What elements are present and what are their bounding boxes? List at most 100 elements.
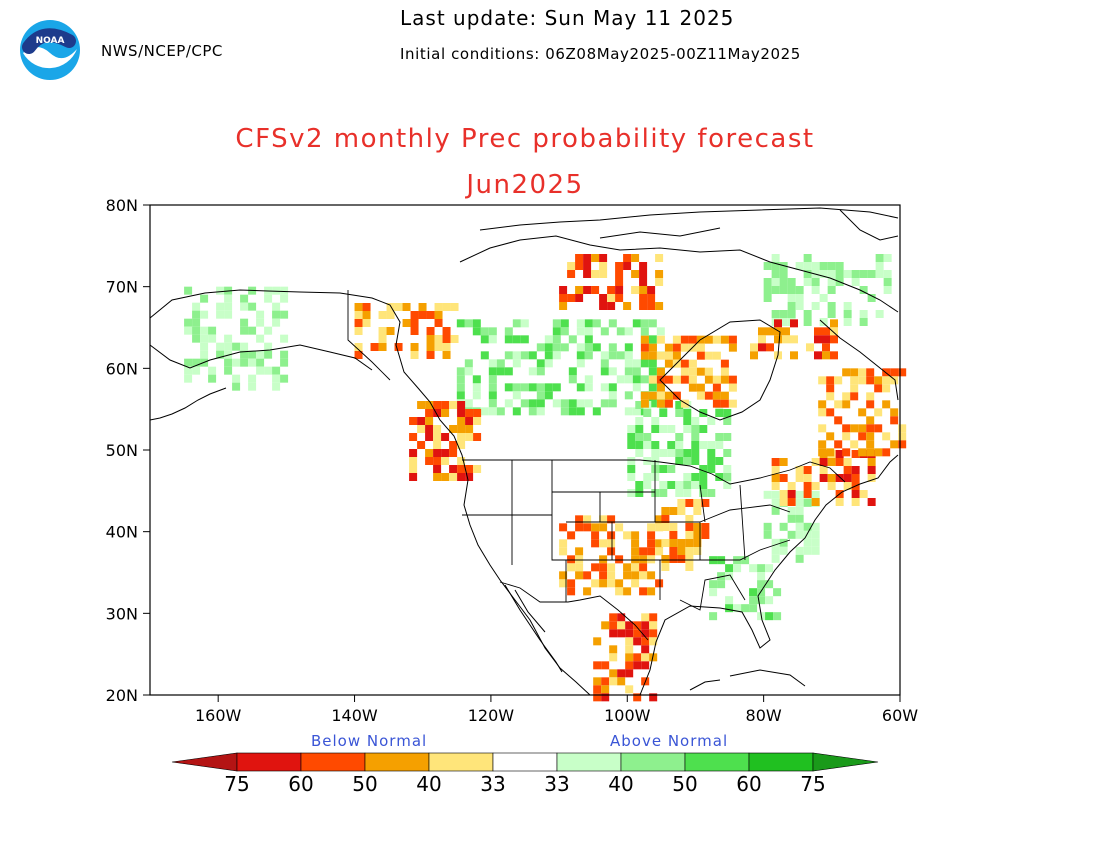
field-cell-below [639,294,648,302]
field-cell-above [787,286,796,294]
field-cell-below [575,547,584,556]
colorbar-segment [236,752,302,772]
field-cell-above [757,572,766,581]
field-cell-below [601,621,610,630]
field-cell-above [256,358,265,367]
field-cell-below [704,335,713,344]
field-cell-below [417,417,426,425]
field-cell-below [890,440,899,449]
field-cell-below [449,441,458,449]
field-cell-above [803,538,812,547]
field-cell-above [811,278,820,286]
field-cell-below [712,335,721,344]
field-cell-below [378,327,387,335]
field-cell-above [811,262,820,270]
field-cell-below [599,294,608,302]
field-cell-above [717,572,726,581]
alaska-canada-border [347,290,391,381]
field-cell-below [623,571,632,580]
field-cell-above [584,399,593,408]
field-cell-below [449,473,458,481]
field-cell-above [707,449,716,457]
field-cell-below [559,547,568,556]
field-cell-above [795,530,804,539]
field-cell-below [898,424,907,433]
field-cell-below [647,294,656,302]
field-cell-below [655,515,664,524]
field-cell-above [504,383,513,392]
field-cell-below [641,645,650,654]
field-cell-above [771,310,780,318]
field-cell-below [441,401,450,409]
field-cell-below [787,490,796,498]
field-cell-below [607,531,616,540]
field-cell-above [803,530,812,539]
field-cell-below [601,685,610,694]
field-cell-below [354,327,363,335]
field-cell-below [843,474,852,482]
field-cell-above [456,383,465,392]
field-cell-above [488,359,497,368]
field-cell-below [811,498,820,506]
field-cell-below [720,391,729,400]
field-cell-below [874,408,883,417]
field-cell-above [464,319,473,328]
field-cell-below [693,539,702,547]
field-cell-below [704,375,713,384]
field-cell-above [624,407,633,416]
field-cell-below [623,587,632,596]
field-cell-above [691,441,700,449]
field-cell-above [765,580,774,589]
field-cell-below [649,693,658,702]
field-cell-below [818,448,827,457]
field-cell-below [575,294,584,302]
field-cell-above [811,286,820,294]
field-cell-below [664,359,673,368]
field-cell-below [685,523,694,531]
field-cell-above [608,383,617,392]
field-cell-below [779,490,788,498]
field-cell-above [192,310,201,319]
field-cell-above [667,441,676,449]
field-cell-above [272,374,281,383]
field-cell-above [584,383,593,392]
field-cell-below [669,555,678,563]
field-cell-below [851,450,860,458]
field-cell-below [890,408,899,417]
field-cell-below [842,448,851,457]
field-cell-below [575,254,584,262]
field-cell-above [627,489,636,497]
field-cell-below [559,294,568,302]
field-cell-above [528,407,537,416]
field-cell-below [822,343,830,352]
field-cell-above [803,498,812,507]
field-cell-below [607,563,616,572]
field-cell-below [680,343,689,352]
field-cell-below [386,303,395,311]
field-cell-below [559,539,568,548]
field-cell-above [280,358,289,367]
field-cell-above [723,409,732,417]
us-canada-border [462,459,846,485]
field-cell-above [592,407,601,416]
field-cell-above [528,383,537,392]
field-cell-above [592,343,601,352]
field-cell-below [866,392,875,401]
field-cell-above [456,391,465,400]
field-cell-below [418,303,427,311]
colorbar-arrow-above [812,752,879,772]
field-cell-below [465,433,474,441]
field-cell-above [248,326,257,335]
field-cell-below [583,571,592,580]
field-cell-above [504,367,513,376]
field-cell-below [417,401,426,409]
field-cell-above [795,546,804,555]
field-cell-below [898,432,907,441]
field-cell-above [819,262,828,270]
lat-label: 50N [106,441,138,460]
field-cell-below [449,465,458,473]
field-cell-above [699,425,708,433]
field-cell-above [280,294,289,303]
field-cell-below [426,311,435,319]
field-cell-above [715,473,724,481]
